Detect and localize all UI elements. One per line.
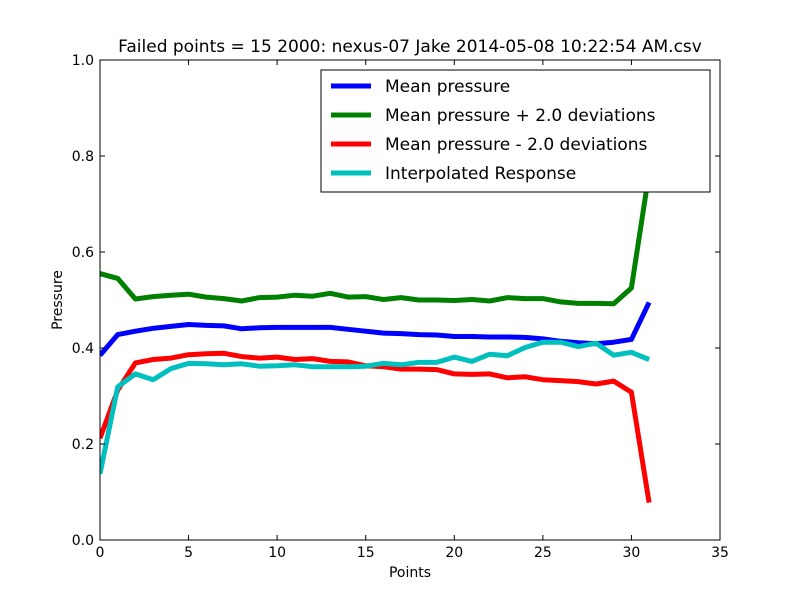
y-axis-label: Pressure	[50, 270, 66, 330]
x-tick-label: 10	[268, 545, 286, 561]
x-tick-label: 20	[445, 545, 463, 561]
plot-frame	[99, 59, 721, 541]
legend-label-mean-pressure-2-0-deviations: Mean pressure - 2.0 deviations	[385, 135, 648, 155]
chart-title: Failed points = 15 2000: nexus-07 Jake 2…	[118, 37, 702, 57]
x-tick-label: 5	[184, 545, 193, 561]
x-axis-label: Points	[389, 565, 431, 581]
plot-lines	[100, 172, 652, 503]
legend-label-mean-pressure: Mean pressure	[385, 77, 510, 97]
y-tick-label: 0.4	[72, 341, 94, 357]
axis-ticks: 0 5 10 15 20 25 30 35 0.0 0.2 0.4 0.6 0.8 1.0	[72, 53, 729, 561]
y-tick-label: 1.0	[72, 53, 94, 69]
legend: Mean pressure Mean pressure + 2.0 deviati…	[320, 69, 711, 193]
legend-label-interpolated-response: Interpolated Response	[385, 164, 576, 184]
y-tick-label: 0.8	[72, 149, 94, 165]
series-line-interpolated-response	[100, 339, 651, 475]
x-tick-label: 15	[357, 545, 375, 561]
x-tick-label: 35	[711, 545, 729, 561]
y-tick-label: 0.6	[72, 245, 94, 261]
legend-label-mean-pressure-2-0-deviations: Mean pressure + 2.0 deviations	[385, 106, 656, 126]
x-tick-label: 0	[96, 545, 105, 561]
x-tick-label: 30	[623, 545, 641, 561]
y-tick-label: 0.2	[72, 437, 94, 453]
x-tick-label: 25	[534, 545, 552, 561]
series-line-mean-pressure-2-0-deviations	[100, 172, 652, 307]
legend-box	[320, 69, 711, 193]
y-tick-label: 0.0	[72, 533, 94, 549]
